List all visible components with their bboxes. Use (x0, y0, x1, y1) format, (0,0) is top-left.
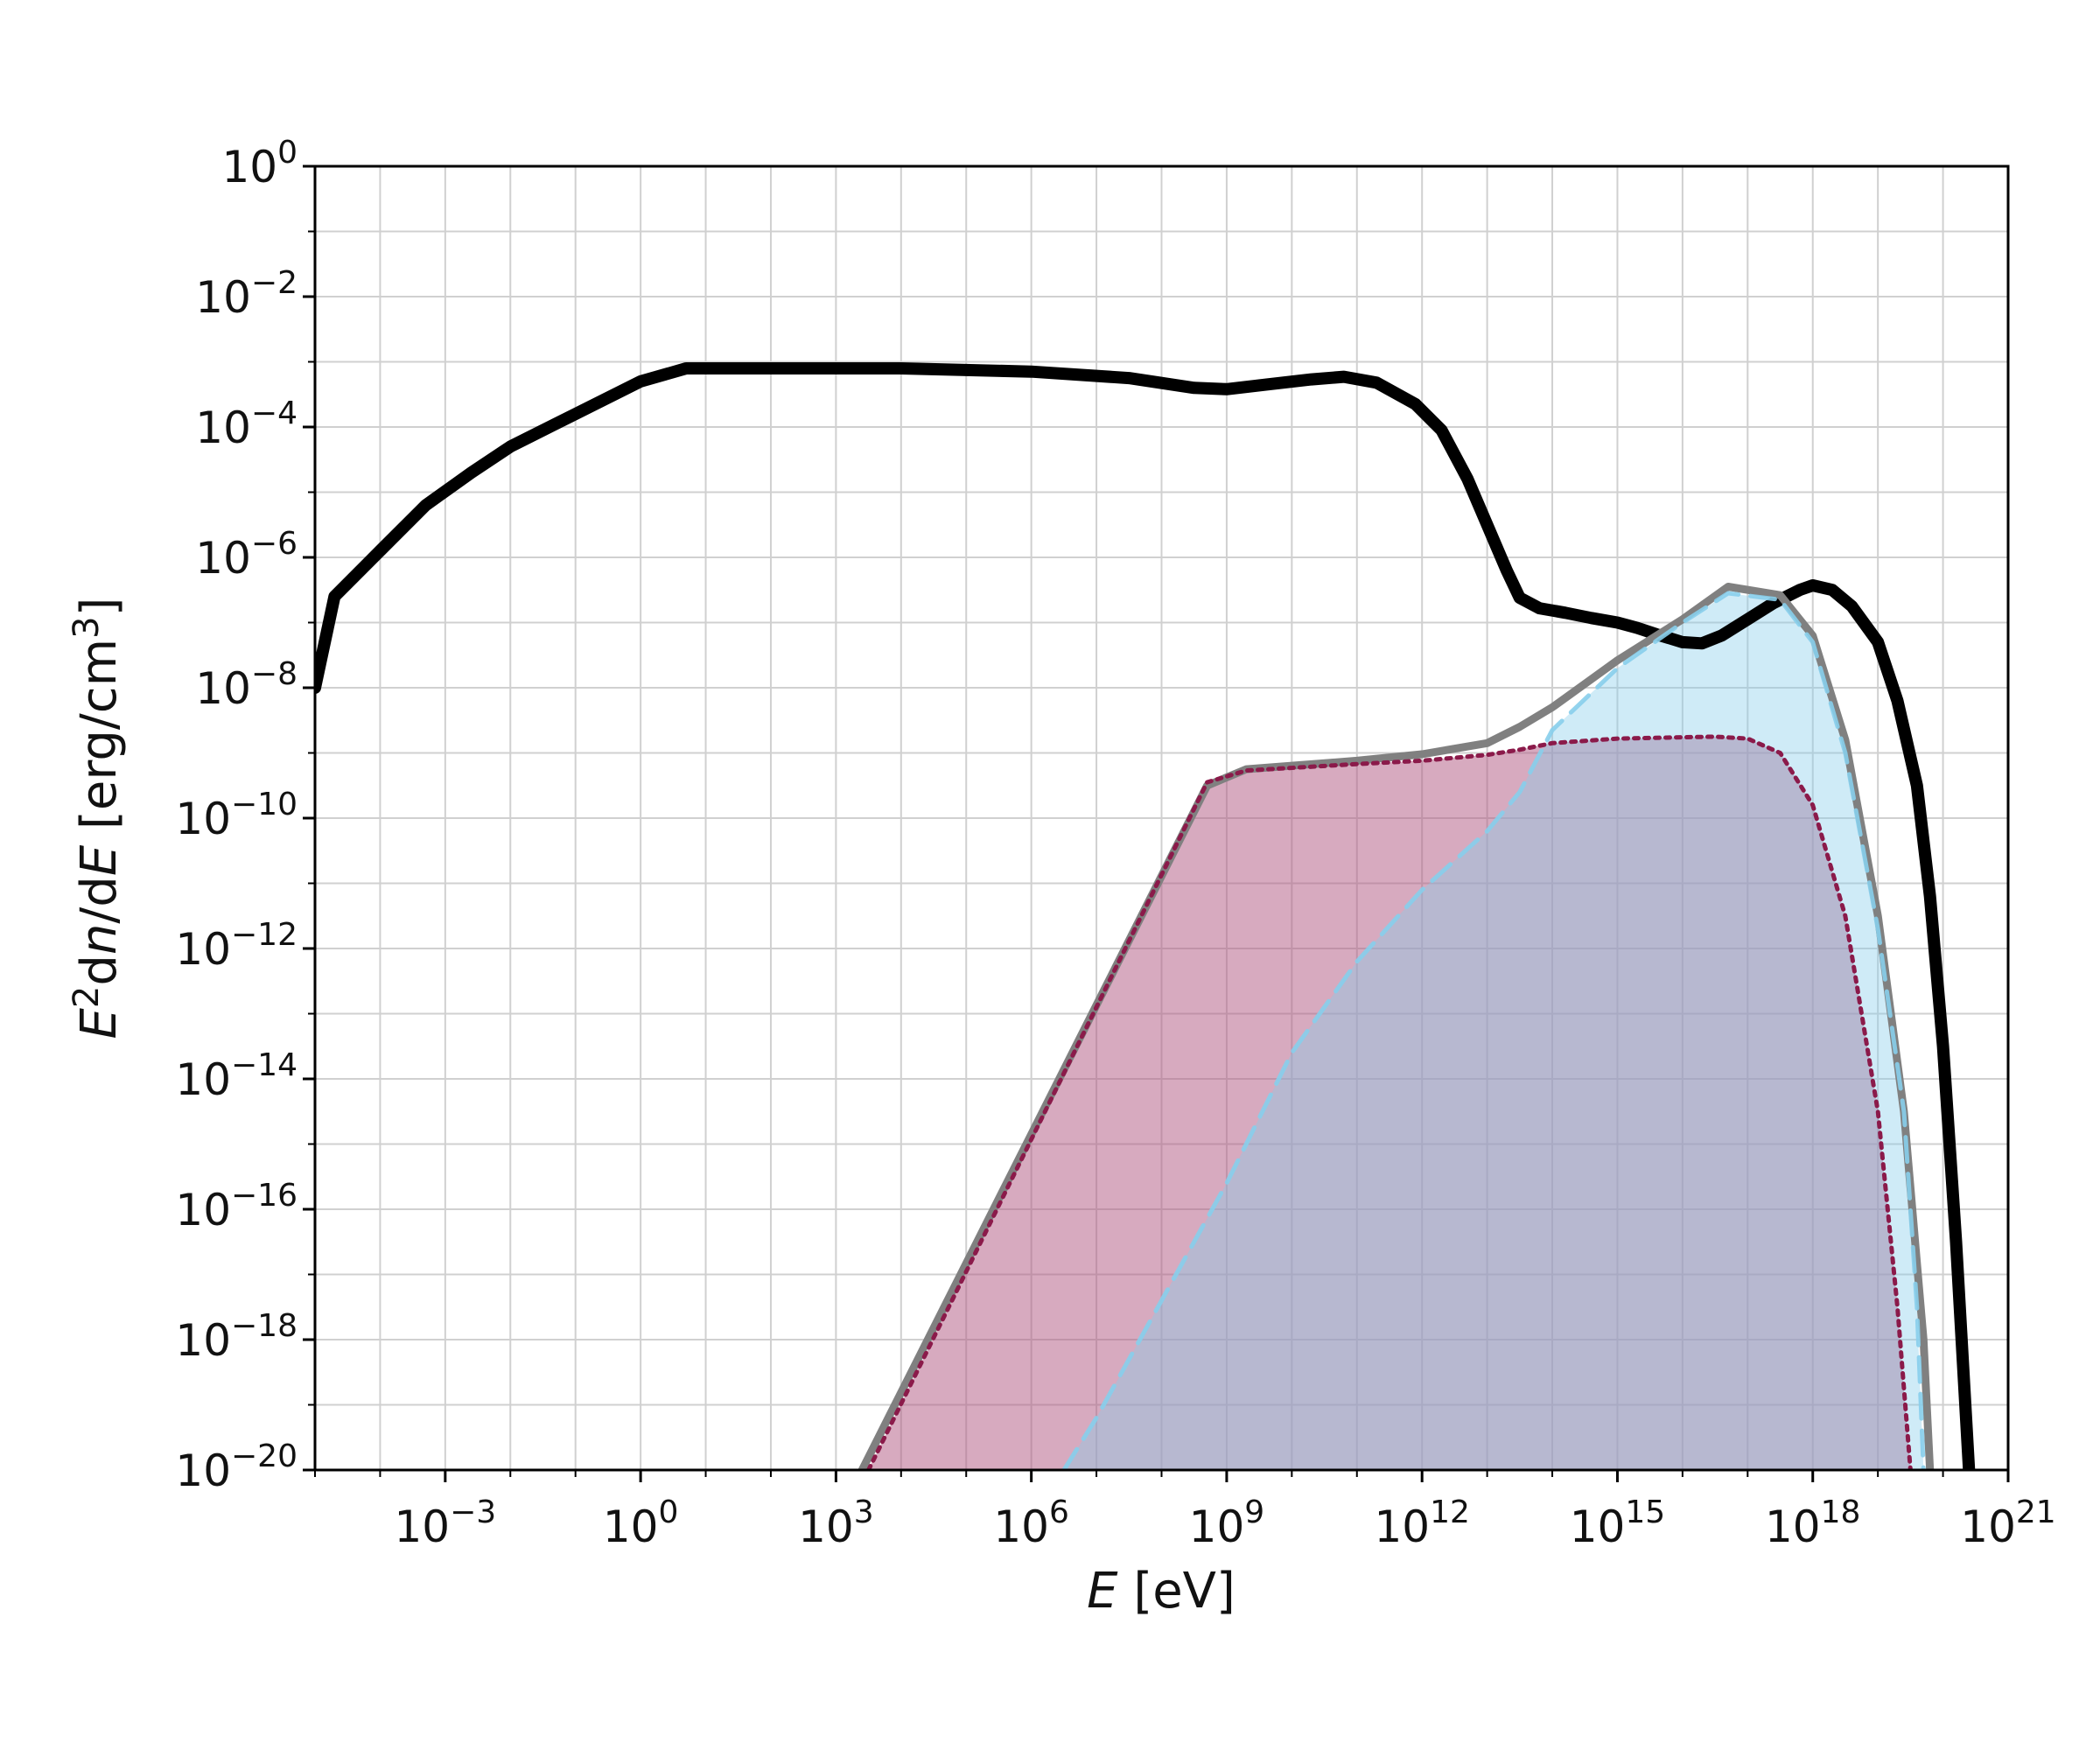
x-axis-label: E [eV] (1087, 1563, 1236, 1620)
x-tick-label: 1012 (1374, 1494, 1469, 1552)
y-tick-label: 10−16 (175, 1178, 298, 1236)
y-tick-label: 100 (221, 135, 298, 192)
series-line-3 (1061, 591, 1926, 1470)
series-fills (868, 593, 1924, 1470)
x-tick-label: 100 (603, 1494, 679, 1552)
ticks (303, 164, 2010, 1482)
x-tick-label: 1021 (1960, 1494, 2055, 1552)
y-tick-label: 10−2 (195, 265, 298, 323)
x-tick-label: 103 (798, 1494, 874, 1552)
y-axis-label: E2dn/dE [erg/cm3] (66, 598, 128, 1040)
series-line-1 (858, 583, 1935, 1470)
series-fill-3 (1063, 593, 1924, 1470)
x-tick-label: 109 (1189, 1494, 1265, 1552)
y-tick-label: 10−20 (175, 1438, 298, 1496)
plot-area (315, 362, 1976, 1470)
y-tick-label: 10−8 (195, 656, 298, 714)
y-tick-label: 10−14 (175, 1047, 298, 1105)
y-tick-label: 10−18 (175, 1308, 298, 1366)
x-tick-label: 1015 (1570, 1494, 1665, 1552)
series-lines (315, 362, 1976, 1470)
x-tick-label: 106 (993, 1494, 1069, 1552)
y-tick-label: 10−12 (175, 917, 298, 975)
x-tick-label: 1018 (1765, 1494, 1860, 1552)
y-tick-label: 10−10 (175, 787, 298, 844)
series-line-2 (866, 734, 1913, 1470)
y-tick-label: 10−6 (195, 526, 298, 584)
y-tick-label: 10−4 (195, 396, 298, 453)
series-line-0 (315, 362, 1976, 1470)
tick-labels: 10−3 100 103 106 109 1012 1015 1018 1021 100 10−2 1… (175, 135, 2055, 1552)
series-fill-2 (868, 736, 1911, 1470)
x-tick-label: 10−3 (394, 1494, 496, 1552)
